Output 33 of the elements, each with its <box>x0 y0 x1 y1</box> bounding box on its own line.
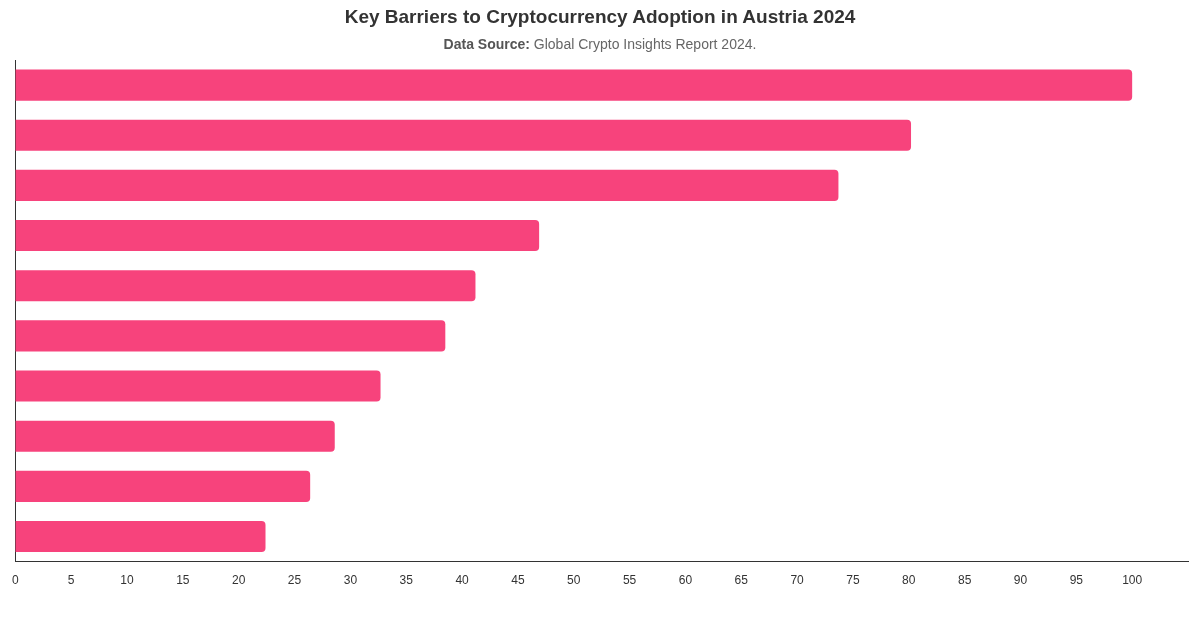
x-tick-label: 40 <box>455 573 470 588</box>
bar <box>15 370 381 402</box>
bar <box>15 520 266 553</box>
x-tick-label: 25 <box>287 573 302 588</box>
x-tick-label: 35 <box>399 573 414 588</box>
bar <box>15 420 335 452</box>
x-tick-label: 50 <box>567 573 581 588</box>
x-tick-label: 60 <box>678 573 693 588</box>
x-tick-label: 0 <box>11 573 19 588</box>
bar <box>15 270 476 302</box>
x-tick-label: 30 <box>343 573 358 588</box>
x-tick-label: 45 <box>511 573 525 588</box>
x-tick-label: 55 <box>622 573 637 588</box>
x-tick-label: 95 <box>1069 573 1084 588</box>
x-tick-label: 20 <box>232 573 246 588</box>
bar <box>15 320 446 352</box>
x-tick-label: 80 <box>902 573 916 588</box>
x-tick-label: 65 <box>734 573 749 588</box>
x-tick-label: 85 <box>957 573 972 588</box>
bar <box>15 119 912 151</box>
bar <box>15 69 1133 101</box>
chart-title: Key Barriers to Cryptocurrency Adoption in Austria 2024 <box>343 6 857 28</box>
chart-subtitle: Data Source: Global Crypto Insights Report 2024. <box>442 36 758 52</box>
x-tick-label: 90 <box>1013 573 1028 588</box>
bar <box>15 220 540 252</box>
bar <box>15 470 311 502</box>
x-tick-label: 75 <box>846 573 860 588</box>
x-tick-label: 15 <box>176 573 190 588</box>
x-tick-label: 10 <box>120 573 135 588</box>
bar <box>15 169 839 201</box>
x-tick-label: 5 <box>67 573 75 588</box>
x-tick-label: 100 <box>1122 573 1143 588</box>
x-tick-label: 70 <box>790 573 805 588</box>
